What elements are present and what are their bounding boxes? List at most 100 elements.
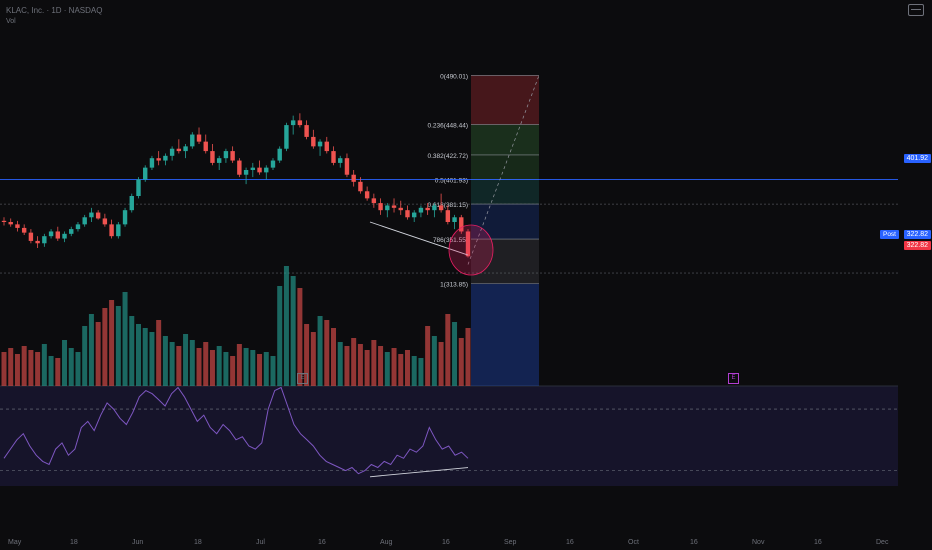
x-tick-label: 16 (442, 539, 450, 546)
volume-bar (216, 346, 222, 386)
volume-bar (75, 352, 81, 386)
candle (149, 158, 155, 168)
last-price-tag: 322.82 (903, 241, 931, 250)
volume-bar (257, 354, 263, 386)
volume-bar (391, 348, 397, 386)
projection-zone (471, 283, 539, 386)
volume-bar (283, 266, 289, 386)
volume-bar (277, 286, 283, 386)
candle (398, 207, 403, 211)
volume-bar (317, 316, 323, 386)
volume-bar (364, 350, 370, 386)
candle (28, 232, 34, 241)
x-tick-label: Oct (628, 539, 639, 546)
fib-label-0.236: 0.236(448.44) (428, 123, 468, 130)
candle (102, 218, 108, 225)
candle (169, 148, 175, 156)
volume-bar (243, 348, 249, 386)
candle (15, 224, 20, 228)
volume-bar (331, 328, 337, 386)
candle (405, 210, 410, 218)
candle (284, 125, 289, 149)
volume-bar (452, 322, 458, 386)
candle (324, 141, 329, 152)
candle (304, 125, 309, 137)
volume-bar (438, 342, 444, 386)
candle (371, 198, 377, 204)
candle (378, 203, 383, 211)
volume-bar (21, 346, 27, 386)
volume-bar (82, 326, 88, 386)
candle (243, 170, 249, 175)
candle (176, 148, 182, 152)
candle (75, 224, 81, 230)
candle (1, 220, 7, 222)
candle (116, 224, 121, 237)
candle (364, 191, 370, 199)
volume-bar (149, 332, 155, 386)
x-tick-label: Jun (132, 539, 143, 546)
rsi-trend-line (369, 467, 469, 478)
fib-label-0.382: 0.382(422.72) (428, 153, 468, 160)
fib-label-0.5: 0.5(401.93) (435, 178, 468, 185)
candle (264, 167, 269, 173)
volume-bar (411, 356, 417, 386)
candle (210, 151, 215, 163)
highlight-circle (448, 224, 494, 276)
candle (190, 134, 195, 147)
level-price-tag: 401.92 (903, 154, 931, 163)
volume-bar (223, 352, 229, 386)
candle (277, 148, 282, 161)
candle (156, 158, 161, 161)
candle (89, 212, 94, 218)
volume-bar (88, 314, 94, 386)
menu-icon[interactable] (908, 4, 924, 16)
candle (317, 141, 323, 147)
candle (331, 151, 336, 163)
earnings-event-icon[interactable]: E (297, 373, 308, 384)
projection-line (467, 75, 540, 265)
fib-band-0.618 (471, 204, 539, 240)
candle (203, 141, 208, 152)
volume-bar (14, 354, 20, 386)
fib-band-0 (471, 75, 539, 125)
volume-bar (425, 326, 431, 386)
candle (48, 231, 54, 237)
volume-bar (203, 342, 209, 386)
candle (351, 174, 356, 182)
volume-bar (95, 322, 101, 386)
fib-band-0.236 (471, 124, 539, 155)
candle (82, 217, 87, 225)
volume-bar (445, 314, 451, 386)
volume-bar (324, 320, 330, 386)
candle (418, 207, 424, 213)
volume-bar (230, 356, 236, 386)
x-tick-label: Dec (876, 539, 889, 546)
volume-bar (297, 288, 303, 386)
candle (69, 229, 74, 234)
volume-bar (109, 300, 115, 386)
post-market-badge: Post (879, 230, 899, 239)
volume-bar (122, 292, 128, 386)
volume-bar (209, 350, 215, 386)
candle (8, 222, 13, 225)
candle (297, 120, 303, 126)
candle (163, 155, 168, 161)
candle (250, 167, 256, 170)
candle (432, 205, 437, 211)
volume-bar (371, 340, 377, 386)
volume-bar (102, 308, 108, 386)
candle (95, 212, 101, 219)
volume-bar (196, 348, 202, 386)
fib-band-0.5 (471, 179, 539, 205)
volume-bar (135, 324, 141, 386)
candle (122, 210, 128, 225)
candle (143, 167, 148, 180)
volume-bar (169, 342, 175, 386)
candle (445, 210, 451, 222)
upcoming-earnings-icon[interactable]: E (728, 373, 739, 384)
volume-bar (183, 334, 189, 386)
candle (459, 217, 464, 232)
candle (270, 160, 276, 168)
